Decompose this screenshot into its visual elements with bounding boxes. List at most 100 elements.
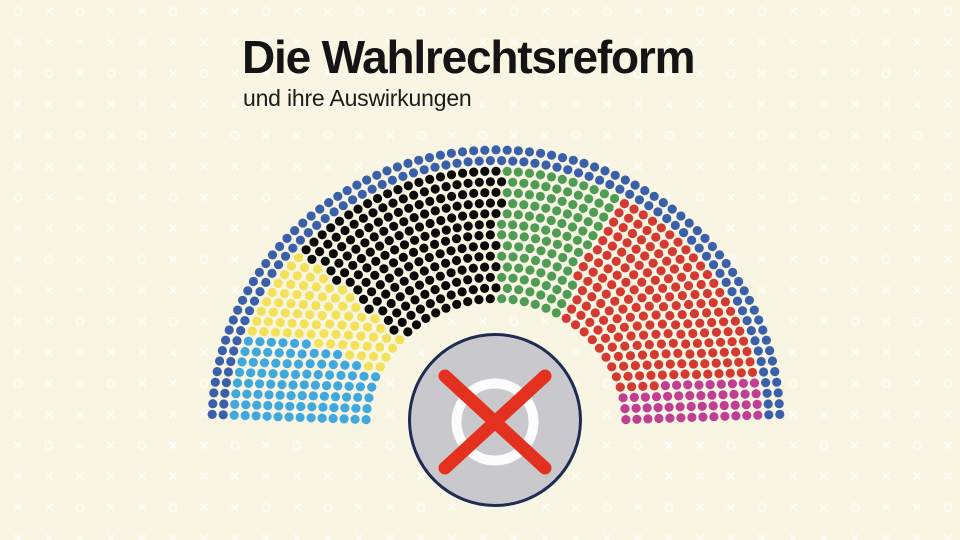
pattern-x-glyph: ✕ [447,314,458,329]
pattern-x-glyph: ✕ [881,407,892,422]
seat-dot [409,190,419,200]
seat-dot [530,255,541,266]
seat-dot [735,326,745,336]
seat-dot [349,219,359,229]
seat-dot [625,312,636,322]
pattern-o-glyph: O [75,314,85,329]
pattern-x-glyph: ✕ [850,407,861,422]
seat-dot [707,241,718,252]
seat-dot [535,213,545,223]
seat-dot [290,338,300,348]
seat-dot [731,347,741,357]
seat-dot [709,412,719,422]
pattern-x-glyph: ✕ [540,128,551,143]
pattern-x-glyph: ✕ [354,128,365,143]
pattern-x-glyph: ✕ [664,283,675,298]
seat-dot [361,277,371,287]
pattern-x-glyph: ✕ [75,345,86,360]
seat-dot [282,359,292,369]
seat-dot [306,413,316,423]
seat-dot [734,276,744,287]
pattern-x-glyph: ✕ [199,190,210,205]
seat-dot [312,220,322,230]
seat-dot [653,403,663,413]
seat-dot [209,388,219,398]
seat-dot [530,234,541,244]
seat-dot [328,360,338,370]
seat-dot [441,258,451,268]
seat-dot [233,305,243,315]
seat-dot [359,371,369,381]
seat-dot [474,295,484,305]
seat-dot [611,372,622,382]
pattern-x-glyph: ✕ [416,531,427,540]
seat-dot [261,258,271,269]
seat-dot [567,280,578,290]
seat-dot [420,209,430,219]
seat-dot [468,263,478,273]
pattern-x-glyph: ✕ [137,190,148,205]
seat-dot [331,310,341,320]
pattern-x-glyph: ✕ [819,407,830,422]
seat-dot [419,165,429,175]
pattern-x-glyph: ✕ [788,4,799,19]
pattern-x-glyph: ✕ [199,531,210,540]
seat-dot [404,262,414,272]
seat-dot [634,260,644,270]
seat-dot [317,413,327,423]
pattern-x-glyph: ✕ [850,376,861,391]
pattern-x-glyph: ✕ [168,283,179,298]
seat-dot [588,231,598,241]
seat-dot [672,380,682,390]
pattern-x-glyph: ✕ [261,438,272,453]
seat-dot [563,165,573,175]
seat-dot [303,228,313,238]
pattern-x-glyph: ✕ [137,283,148,298]
seat-dot [657,370,668,380]
pattern-x-glyph: ✕ [881,438,892,453]
seat-dot [589,185,599,195]
seat-dot [761,378,771,388]
pattern-x-glyph: ✕ [292,159,303,174]
seat-dot [317,359,327,369]
seat-dot [612,270,622,280]
seat-dot [669,264,680,274]
seat-dot [263,317,273,327]
pattern-o-glyph: O [199,66,209,81]
pattern-x-glyph: ✕ [13,35,24,50]
pattern-x-glyph: ✕ [447,4,458,19]
seat-dot [508,252,518,262]
pattern-x-glyph: ✕ [447,159,458,174]
seat-dot [384,236,394,246]
pattern-x-glyph: ✕ [75,35,86,50]
pattern-x-glyph: ✕ [75,190,86,205]
seat-dot [519,157,529,167]
pattern-x-glyph: ✕ [602,469,613,484]
pattern-x-glyph: ✕ [726,500,737,515]
page-subtitle: und ihre Auswirkungen [243,84,472,111]
pattern-o-glyph: O [416,128,426,143]
pattern-x-glyph: ✕ [385,4,396,19]
seat-dot [631,302,641,313]
seat-dot [525,265,535,275]
seat-dot [345,277,355,287]
seat-dot [307,254,317,264]
seat-dot [508,295,518,305]
seat-dot [463,232,473,242]
seat-dot [364,393,374,403]
pattern-x-glyph: ✕ [571,159,582,174]
seat-dot [551,228,562,238]
seat-dot [772,377,782,387]
seat-dot [562,289,572,299]
seat-dot [614,208,624,218]
seat-dot [738,378,749,388]
pattern-x-glyph: ✕ [602,66,613,81]
pattern-o-glyph: O [75,500,85,515]
seat-dot [463,221,473,231]
seat-dot [644,340,654,350]
seat-dot [331,329,341,339]
seat-dot [275,390,285,400]
seat-dot [330,392,341,402]
seat-dot [585,317,595,327]
seat-dot [326,266,336,276]
